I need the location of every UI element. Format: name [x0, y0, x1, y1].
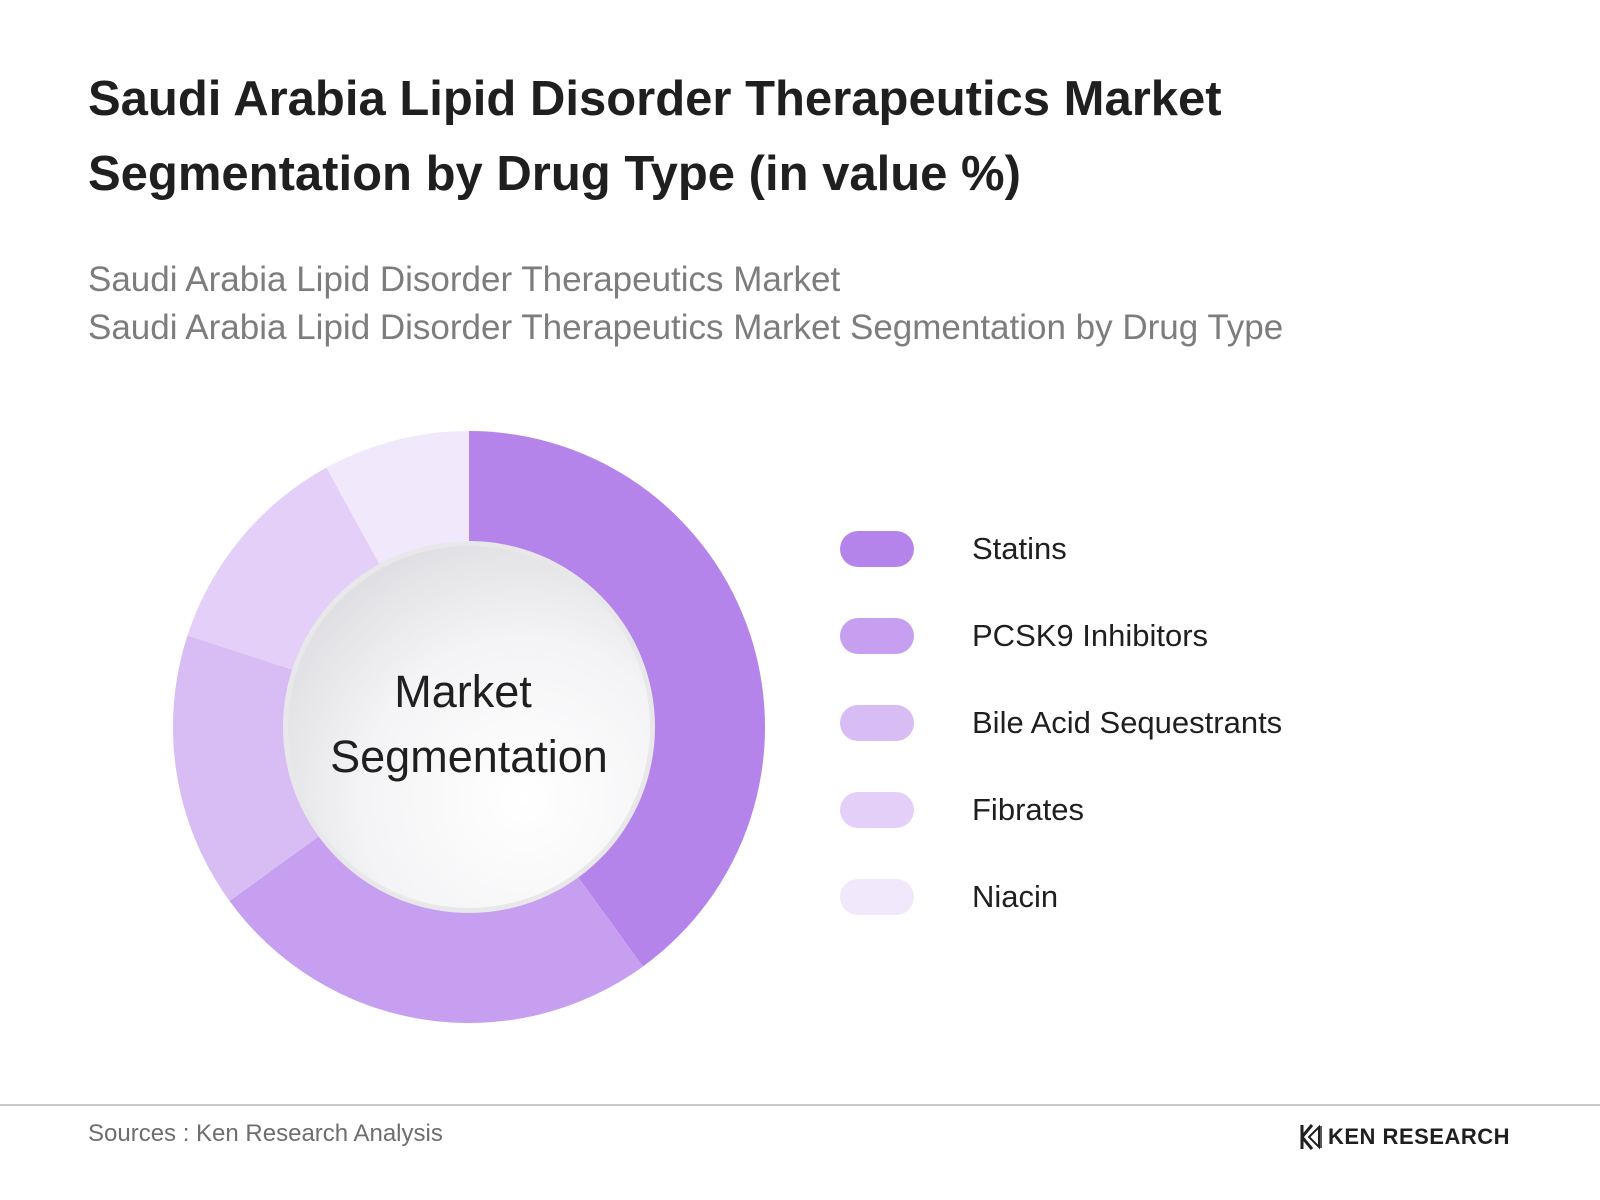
chart-legend: Statins PCSK9 Inhibitors Bile Acid Sequest…	[840, 527, 1400, 962]
legend-swatch	[840, 531, 914, 567]
center-label-line-1: Market	[394, 666, 532, 717]
legend-item: Fibrates	[840, 788, 1400, 875]
legend-swatch	[840, 705, 914, 741]
brand-logo: KEN RESEARCH	[1300, 1124, 1510, 1150]
brand-name: KEN RESEARCH	[1328, 1124, 1511, 1149]
legend-item: Bile Acid Sequestrants	[840, 701, 1400, 788]
legend-label: Fibrates	[972, 792, 1084, 827]
center-label-line-2: Segmentation	[330, 731, 608, 782]
legend-label: Niacin	[972, 879, 1059, 914]
legend-item: Niacin	[840, 875, 1400, 962]
legend-item: Statins	[840, 527, 1400, 614]
chart-subtitle: Saudi Arabia Lipid Disorder Therapeutics…	[88, 256, 1528, 352]
legend-label: PCSK9 Inhibitors	[972, 618, 1209, 653]
legend-label: Statins	[972, 531, 1067, 566]
chart-title: Saudi Arabia Lipid Disorder Therapeutics…	[88, 72, 1222, 201]
center-disc	[288, 546, 650, 908]
subtitle-line-1: Saudi Arabia Lipid Disorder Therapeutics…	[88, 260, 841, 299]
legend-label: Bile Acid Sequestrants	[972, 705, 1283, 740]
legend-swatch	[840, 792, 914, 828]
footer-divider	[0, 1104, 1600, 1106]
legend-swatch	[840, 618, 914, 654]
ken-research-logo-icon	[1300, 1124, 1322, 1150]
legend-item: PCSK9 Inhibitors	[840, 614, 1400, 701]
source-note: Sources : Ken Research Analysis	[88, 1120, 443, 1147]
legend-swatch	[840, 879, 914, 915]
subtitle-line-2: Saudi Arabia Lipid Disorder Therapeutics…	[88, 308, 1284, 347]
